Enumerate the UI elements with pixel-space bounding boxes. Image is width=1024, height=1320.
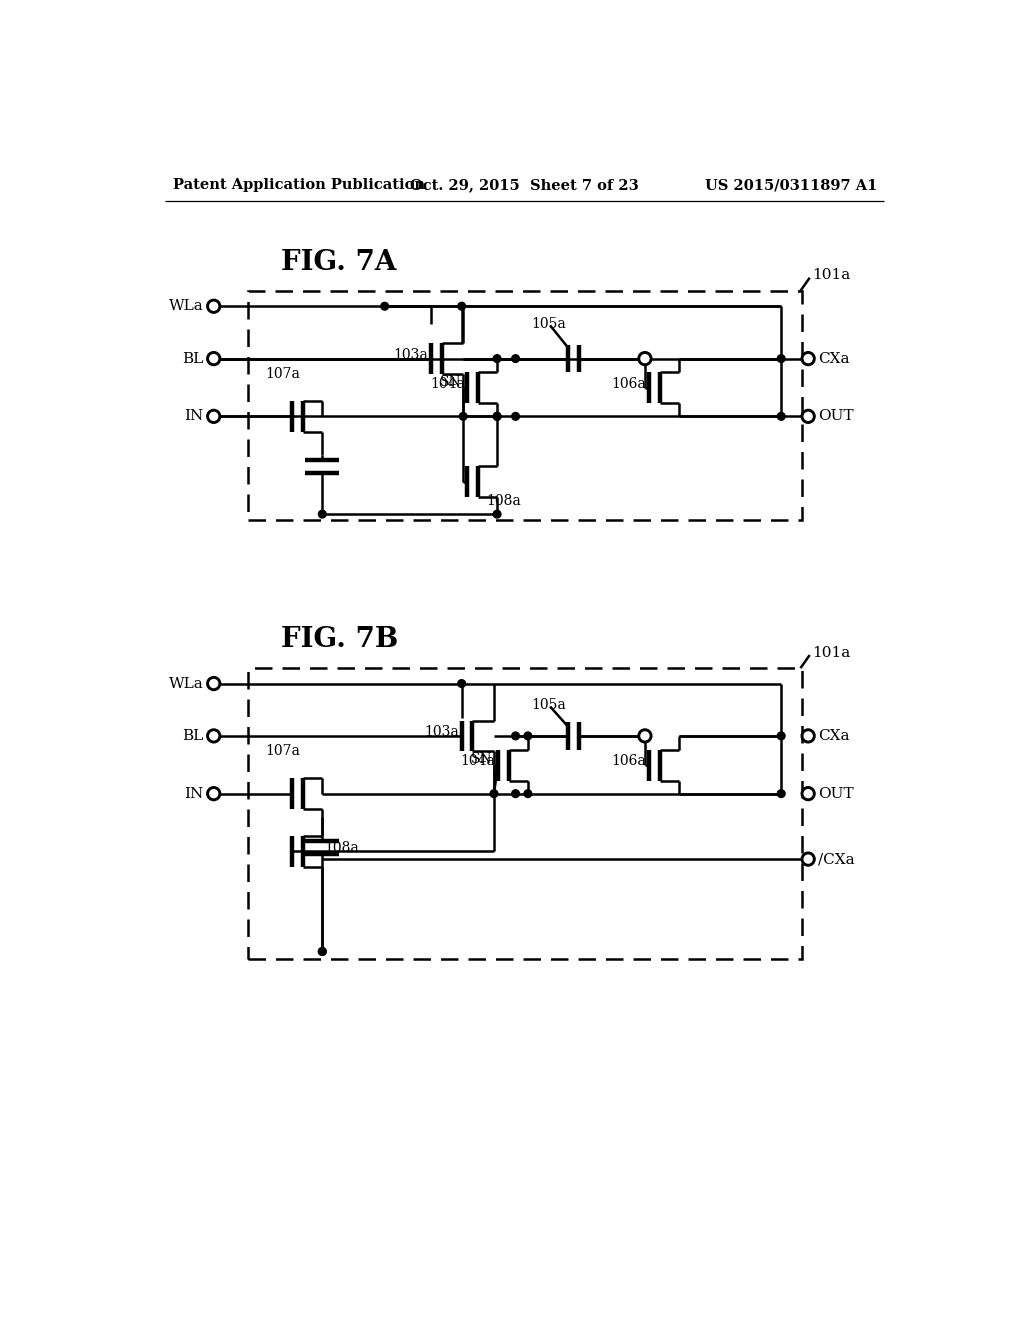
- Circle shape: [524, 733, 531, 739]
- Text: 101a: 101a: [812, 645, 850, 660]
- Text: IN: IN: [184, 409, 204, 424]
- Text: 107a: 107a: [265, 744, 300, 758]
- Circle shape: [512, 413, 519, 420]
- Circle shape: [777, 413, 785, 420]
- Text: 107a: 107a: [265, 367, 300, 381]
- Circle shape: [208, 411, 220, 422]
- Text: OUT: OUT: [818, 787, 854, 801]
- Circle shape: [208, 300, 220, 313]
- Circle shape: [458, 680, 466, 688]
- Circle shape: [494, 413, 501, 420]
- Text: 106a: 106a: [611, 378, 646, 391]
- Text: Oct. 29, 2015  Sheet 7 of 23: Oct. 29, 2015 Sheet 7 of 23: [411, 178, 639, 193]
- Text: CXa: CXa: [818, 351, 850, 366]
- Circle shape: [318, 511, 326, 517]
- Circle shape: [777, 355, 785, 363]
- Text: OUT: OUT: [818, 409, 854, 424]
- Circle shape: [524, 789, 531, 797]
- Circle shape: [381, 302, 388, 310]
- Circle shape: [639, 352, 651, 364]
- Circle shape: [490, 789, 498, 797]
- Circle shape: [639, 730, 651, 742]
- Text: 105a: 105a: [531, 698, 565, 711]
- Text: BL: BL: [182, 729, 204, 743]
- Text: Patent Application Publication: Patent Application Publication: [173, 178, 425, 193]
- Circle shape: [494, 511, 501, 517]
- Text: 108a: 108a: [325, 841, 359, 854]
- Circle shape: [318, 948, 326, 956]
- Bar: [248, 290, 802, 520]
- Text: 101a: 101a: [812, 268, 850, 282]
- Text: BL: BL: [182, 351, 204, 366]
- Text: 104a: 104a: [461, 754, 496, 768]
- Text: SN: SN: [440, 375, 462, 388]
- Circle shape: [208, 788, 220, 800]
- Circle shape: [208, 352, 220, 364]
- Text: CXa: CXa: [818, 729, 850, 743]
- Text: 104a: 104a: [430, 378, 465, 391]
- Circle shape: [494, 355, 501, 363]
- Circle shape: [802, 352, 814, 364]
- Circle shape: [460, 413, 467, 420]
- Text: SN: SN: [471, 752, 493, 766]
- Circle shape: [802, 788, 814, 800]
- Text: 105a: 105a: [531, 317, 565, 331]
- Text: US 2015/0311897 A1: US 2015/0311897 A1: [706, 178, 878, 193]
- Circle shape: [458, 302, 466, 310]
- Text: 106a: 106a: [611, 754, 646, 768]
- Text: FIG. 7B: FIG. 7B: [281, 626, 398, 653]
- Text: 103a: 103a: [394, 347, 429, 362]
- Circle shape: [512, 789, 519, 797]
- Circle shape: [802, 853, 814, 866]
- Circle shape: [777, 789, 785, 797]
- Text: FIG. 7A: FIG. 7A: [281, 249, 396, 276]
- Circle shape: [318, 948, 326, 956]
- Text: IN: IN: [184, 787, 204, 801]
- Bar: [248, 668, 802, 960]
- Text: /CXa: /CXa: [818, 853, 855, 866]
- Text: 103a: 103a: [425, 725, 460, 739]
- Circle shape: [494, 413, 501, 420]
- Circle shape: [208, 677, 220, 689]
- Circle shape: [512, 733, 519, 739]
- Text: WLa: WLa: [169, 677, 204, 690]
- Circle shape: [512, 355, 519, 363]
- Text: 108a: 108a: [486, 494, 521, 508]
- Circle shape: [777, 733, 785, 739]
- Circle shape: [802, 730, 814, 742]
- Circle shape: [802, 411, 814, 422]
- Text: WLa: WLa: [169, 300, 204, 313]
- Circle shape: [208, 730, 220, 742]
